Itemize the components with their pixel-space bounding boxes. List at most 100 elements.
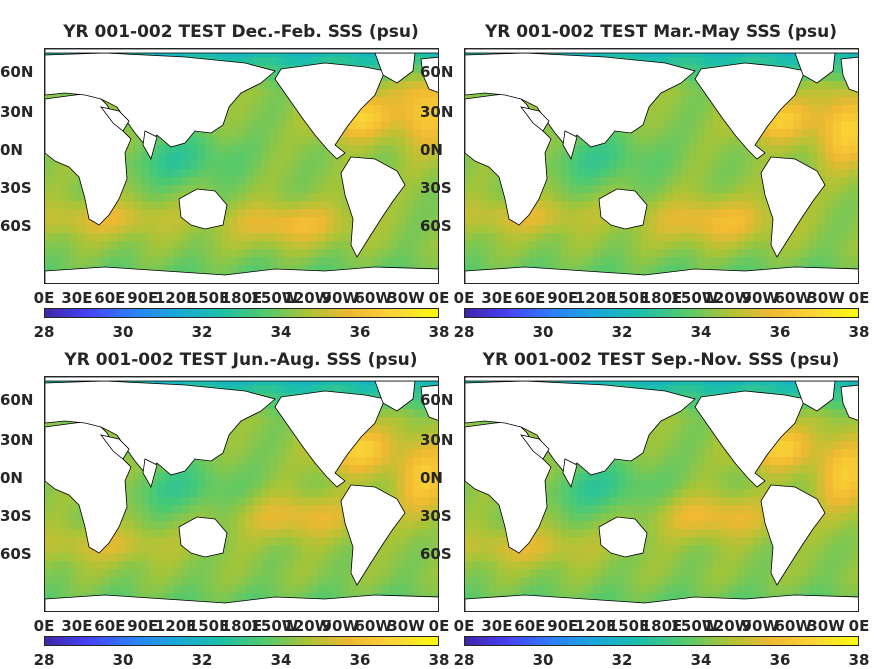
lat-tick-label: 60S	[420, 546, 452, 562]
land-mass	[45, 377, 439, 381]
lat-tick-label: 30S	[420, 508, 452, 524]
lat-tick-label: 60S	[0, 218, 32, 234]
lon-tick-label: 30W	[807, 290, 844, 306]
colorbar-tick-label: 36	[770, 652, 791, 668]
colorbar-tick-label: 32	[612, 652, 633, 668]
lon-tick-label: 0E	[34, 618, 55, 634]
lat-tick-label: 60S	[420, 218, 452, 234]
lat-tick-label: 0N	[0, 142, 23, 158]
colorbar	[464, 308, 859, 318]
colorbar-tick-label: 28	[454, 652, 475, 668]
lon-tick-label: 60W	[354, 618, 391, 634]
lon-tick-label: 0E	[849, 618, 870, 634]
colorbar-tick-label: 34	[271, 324, 292, 340]
colorbar-tick-label: 32	[192, 324, 213, 340]
colorbar-tick-label: 34	[691, 652, 712, 668]
lat-tick-label: 60N	[0, 64, 33, 80]
lon-tick-label: 0E	[429, 618, 450, 634]
lon-tick-label: 90E	[547, 290, 578, 306]
colorbar-tick-label: 30	[533, 324, 554, 340]
colorbar-tick-label: 38	[429, 324, 450, 340]
lon-tick-label: 0E	[34, 290, 55, 306]
lon-tick-label: 30W	[387, 290, 424, 306]
lon-tick-label: 30E	[481, 290, 512, 306]
lat-tick-label: 0N	[420, 470, 443, 486]
lon-tick-label: 90E	[127, 290, 158, 306]
map-svg	[45, 49, 439, 284]
colorbar-tick-label: 32	[192, 652, 213, 668]
salinity-map	[464, 376, 859, 612]
colorbar-tick-label: 38	[849, 652, 870, 668]
land-mass	[465, 49, 859, 53]
lon-tick-label: 0E	[429, 290, 450, 306]
lat-tick-label: 60N	[420, 392, 453, 408]
lon-tick-label: 60W	[774, 618, 811, 634]
colorbar-tick-label: 38	[429, 652, 450, 668]
lat-tick-label: 30S	[0, 508, 32, 524]
lat-tick-label: 30N	[420, 432, 453, 448]
lat-tick-label: 30S	[0, 180, 32, 196]
lon-tick-label: 90E	[547, 618, 578, 634]
colorbar-tick-label: 34	[691, 324, 712, 340]
lon-tick-label: 60E	[514, 618, 545, 634]
lon-tick-label: 90W	[322, 290, 359, 306]
salinity-map	[44, 48, 439, 284]
colorbar-tick-label: 28	[454, 324, 475, 340]
colorbar-tick-label: 34	[271, 652, 292, 668]
lon-tick-label: 60E	[94, 290, 125, 306]
lon-tick-label: 0E	[454, 290, 475, 306]
colorbar-tick-label: 28	[34, 652, 55, 668]
lon-tick-label: 60W	[774, 290, 811, 306]
land-mass	[465, 377, 859, 381]
colorbar-tick-label: 36	[350, 324, 371, 340]
lat-tick-label: 30N	[420, 104, 453, 120]
lon-tick-label: 90W	[742, 618, 779, 634]
land-mass	[45, 49, 439, 53]
colorbar-tick-label: 32	[612, 324, 633, 340]
lat-tick-label: 0N	[420, 142, 443, 158]
panel-title: YR 001-002 TEST Jun.-Aug. SSS (psu)	[2, 350, 480, 370]
lat-tick-label: 60N	[0, 392, 33, 408]
lon-tick-label: 30E	[61, 290, 92, 306]
salinity-map	[44, 376, 439, 612]
lon-tick-label: 30E	[61, 618, 92, 634]
colorbar-tick-label: 30	[533, 652, 554, 668]
colorbar-tick-label: 28	[34, 324, 55, 340]
lat-tick-label: 30N	[0, 432, 33, 448]
lon-tick-label: 30E	[481, 618, 512, 634]
colorbar	[464, 636, 859, 646]
lat-tick-label: 30S	[420, 180, 452, 196]
colorbar-tick-label: 36	[770, 324, 791, 340]
lon-tick-label: 90E	[127, 618, 158, 634]
lon-tick-label: 90W	[742, 290, 779, 306]
lon-tick-label: 30W	[807, 618, 844, 634]
panel-title: YR 001-002 TEST Sep.-Nov. SSS (psu)	[422, 350, 875, 370]
lat-tick-label: 30N	[0, 104, 33, 120]
panel-title: YR 001-002 TEST Dec.-Feb. SSS (psu)	[2, 22, 480, 42]
panel-title: YR 001-002 TEST Mar.-May SSS (psu)	[422, 22, 875, 42]
lat-tick-label: 60N	[420, 64, 453, 80]
colorbar-tick-label: 38	[849, 324, 870, 340]
map-svg	[465, 49, 859, 284]
map-svg	[465, 377, 859, 612]
lon-tick-label: 90W	[322, 618, 359, 634]
lon-tick-label: 0E	[849, 290, 870, 306]
colorbar-tick-label: 30	[113, 652, 134, 668]
lon-tick-label: 60E	[94, 618, 125, 634]
colorbar	[44, 636, 439, 646]
colorbar	[44, 308, 439, 318]
lat-tick-label: 60S	[0, 546, 32, 562]
lon-tick-label: 60E	[514, 290, 545, 306]
colorbar-tick-label: 30	[113, 324, 134, 340]
lon-tick-label: 0E	[454, 618, 475, 634]
map-svg	[45, 377, 439, 612]
salinity-map	[464, 48, 859, 284]
colorbar-tick-label: 36	[350, 652, 371, 668]
lon-tick-label: 60W	[354, 290, 391, 306]
lon-tick-label: 30W	[387, 618, 424, 634]
lat-tick-label: 0N	[0, 470, 23, 486]
